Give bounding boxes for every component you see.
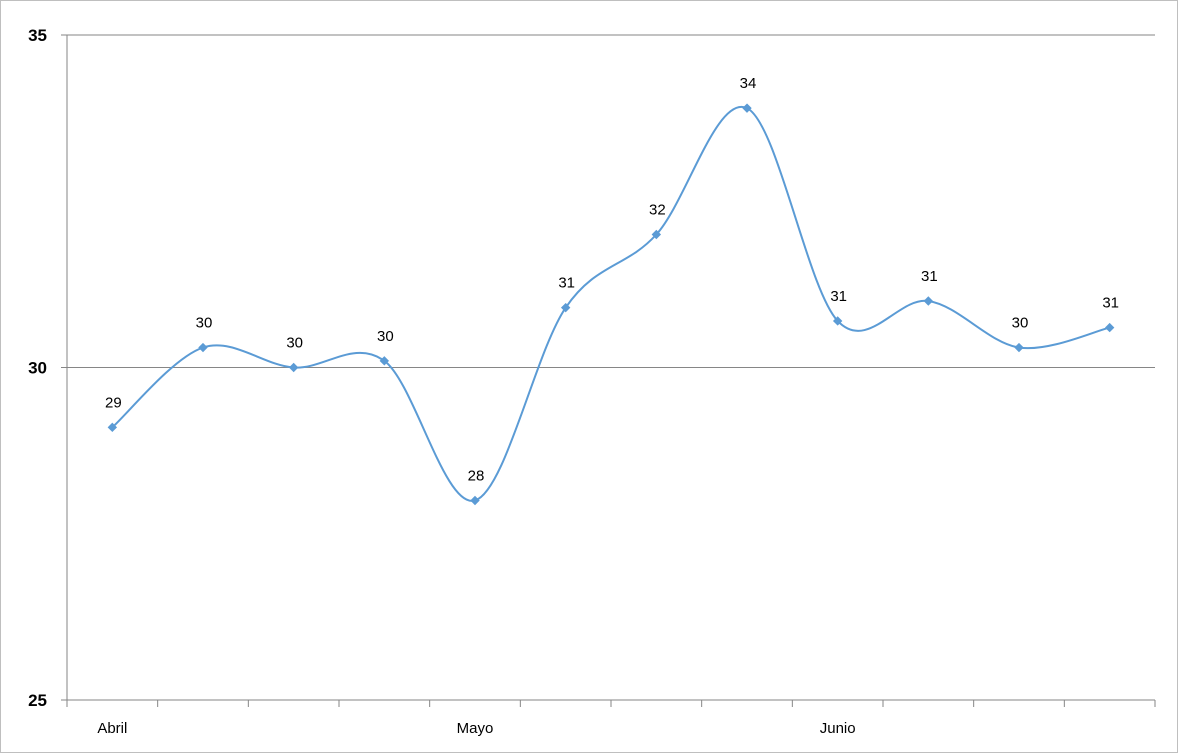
data-label-5: 31 bbox=[558, 275, 575, 292]
data-point-8 bbox=[832, 316, 843, 326]
data-point-10 bbox=[1014, 342, 1024, 353]
data-label-11: 31 bbox=[1102, 295, 1119, 312]
data-point-4 bbox=[470, 495, 480, 506]
y-tick-label-35: 35 bbox=[28, 26, 47, 45]
data-point-0 bbox=[107, 422, 118, 433]
data-point-6 bbox=[651, 229, 662, 240]
y-tick-label-30: 30 bbox=[28, 359, 47, 378]
x-tick-label-mayo: Mayo bbox=[457, 720, 494, 737]
data-point-7 bbox=[742, 103, 752, 113]
axes bbox=[61, 34, 1156, 707]
data-point-2 bbox=[288, 362, 299, 373]
data-label-7: 34 bbox=[740, 75, 757, 92]
y-axis-tick-labels: 25 30 35 bbox=[28, 26, 47, 710]
x-tick-label-junio: Junio bbox=[820, 720, 856, 737]
data-point-5 bbox=[560, 302, 571, 313]
x-tick-label-abril: Abril bbox=[97, 720, 127, 737]
data-labels: 29 30 30 30 28 31 32 34 31 31 30 31 bbox=[105, 75, 1119, 484]
data-label-4: 28 bbox=[468, 468, 485, 485]
data-label-10: 30 bbox=[1012, 315, 1029, 332]
data-label-3: 30 bbox=[377, 328, 394, 345]
data-label-8: 31 bbox=[830, 288, 847, 305]
data-label-6: 32 bbox=[649, 202, 666, 219]
data-point-1 bbox=[198, 342, 208, 353]
data-point-3 bbox=[379, 356, 390, 366]
data-label-1: 30 bbox=[196, 315, 213, 332]
data-point-11 bbox=[1104, 322, 1115, 333]
x-axis-tick-labels: Abril Mayo Junio bbox=[97, 720, 855, 737]
y-tick-label-25: 25 bbox=[28, 691, 47, 710]
series-markers bbox=[107, 103, 1115, 506]
data-label-2: 30 bbox=[286, 335, 303, 352]
data-label-9: 31 bbox=[921, 268, 938, 285]
data-label-0: 29 bbox=[105, 394, 122, 411]
data-point-9 bbox=[923, 296, 934, 306]
